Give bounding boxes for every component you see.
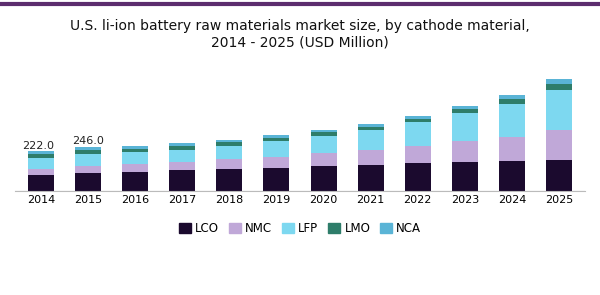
Bar: [75, 150, 101, 154]
Bar: [169, 162, 195, 171]
Bar: [28, 169, 54, 175]
Legend: LCO, NMC, LFP, LMO, NCA: LCO, NMC, LFP, LMO, NCA: [174, 217, 426, 240]
Bar: [28, 151, 54, 154]
Bar: [499, 95, 525, 99]
Bar: [75, 166, 101, 173]
Bar: [405, 163, 431, 191]
Bar: [217, 146, 242, 159]
Bar: [263, 168, 289, 191]
Text: 246.0: 246.0: [72, 136, 104, 146]
Bar: [28, 154, 54, 158]
Text: 222.0: 222.0: [23, 141, 55, 151]
Bar: [358, 165, 383, 191]
Bar: [499, 161, 525, 191]
Bar: [311, 130, 337, 132]
Bar: [311, 136, 337, 153]
Bar: [546, 91, 572, 130]
Bar: [358, 127, 383, 130]
Bar: [546, 84, 572, 91]
Title: U.S. li-ion battery raw materials market size, by cathode material,
2014 - 2025 : U.S. li-ion battery raw materials market…: [70, 19, 530, 50]
Bar: [75, 173, 101, 191]
Bar: [452, 114, 478, 141]
Bar: [405, 116, 431, 119]
Bar: [546, 160, 572, 191]
Bar: [452, 106, 478, 109]
Bar: [122, 146, 148, 149]
Bar: [122, 172, 148, 191]
Bar: [358, 130, 383, 150]
Bar: [499, 137, 525, 161]
Bar: [452, 162, 478, 191]
Bar: [546, 130, 572, 160]
Bar: [405, 122, 431, 146]
Bar: [311, 166, 337, 191]
Bar: [217, 142, 242, 146]
Bar: [122, 149, 148, 153]
Bar: [169, 143, 195, 146]
Bar: [169, 146, 195, 150]
Bar: [358, 150, 383, 165]
Bar: [169, 150, 195, 162]
Bar: [452, 109, 478, 114]
Bar: [217, 159, 242, 169]
Bar: [499, 104, 525, 137]
Bar: [499, 99, 525, 104]
Bar: [358, 124, 383, 127]
Bar: [28, 175, 54, 191]
Bar: [263, 141, 289, 157]
Bar: [546, 79, 572, 84]
Bar: [405, 146, 431, 163]
Bar: [75, 147, 101, 150]
Bar: [311, 132, 337, 136]
Bar: [263, 157, 289, 168]
Bar: [169, 171, 195, 191]
Bar: [122, 153, 148, 164]
Bar: [75, 154, 101, 166]
Bar: [405, 119, 431, 122]
Bar: [452, 141, 478, 162]
Bar: [28, 158, 54, 169]
Bar: [217, 140, 242, 142]
Bar: [311, 153, 337, 166]
Bar: [263, 138, 289, 141]
Bar: [217, 169, 242, 191]
Bar: [263, 135, 289, 138]
Bar: [122, 164, 148, 172]
